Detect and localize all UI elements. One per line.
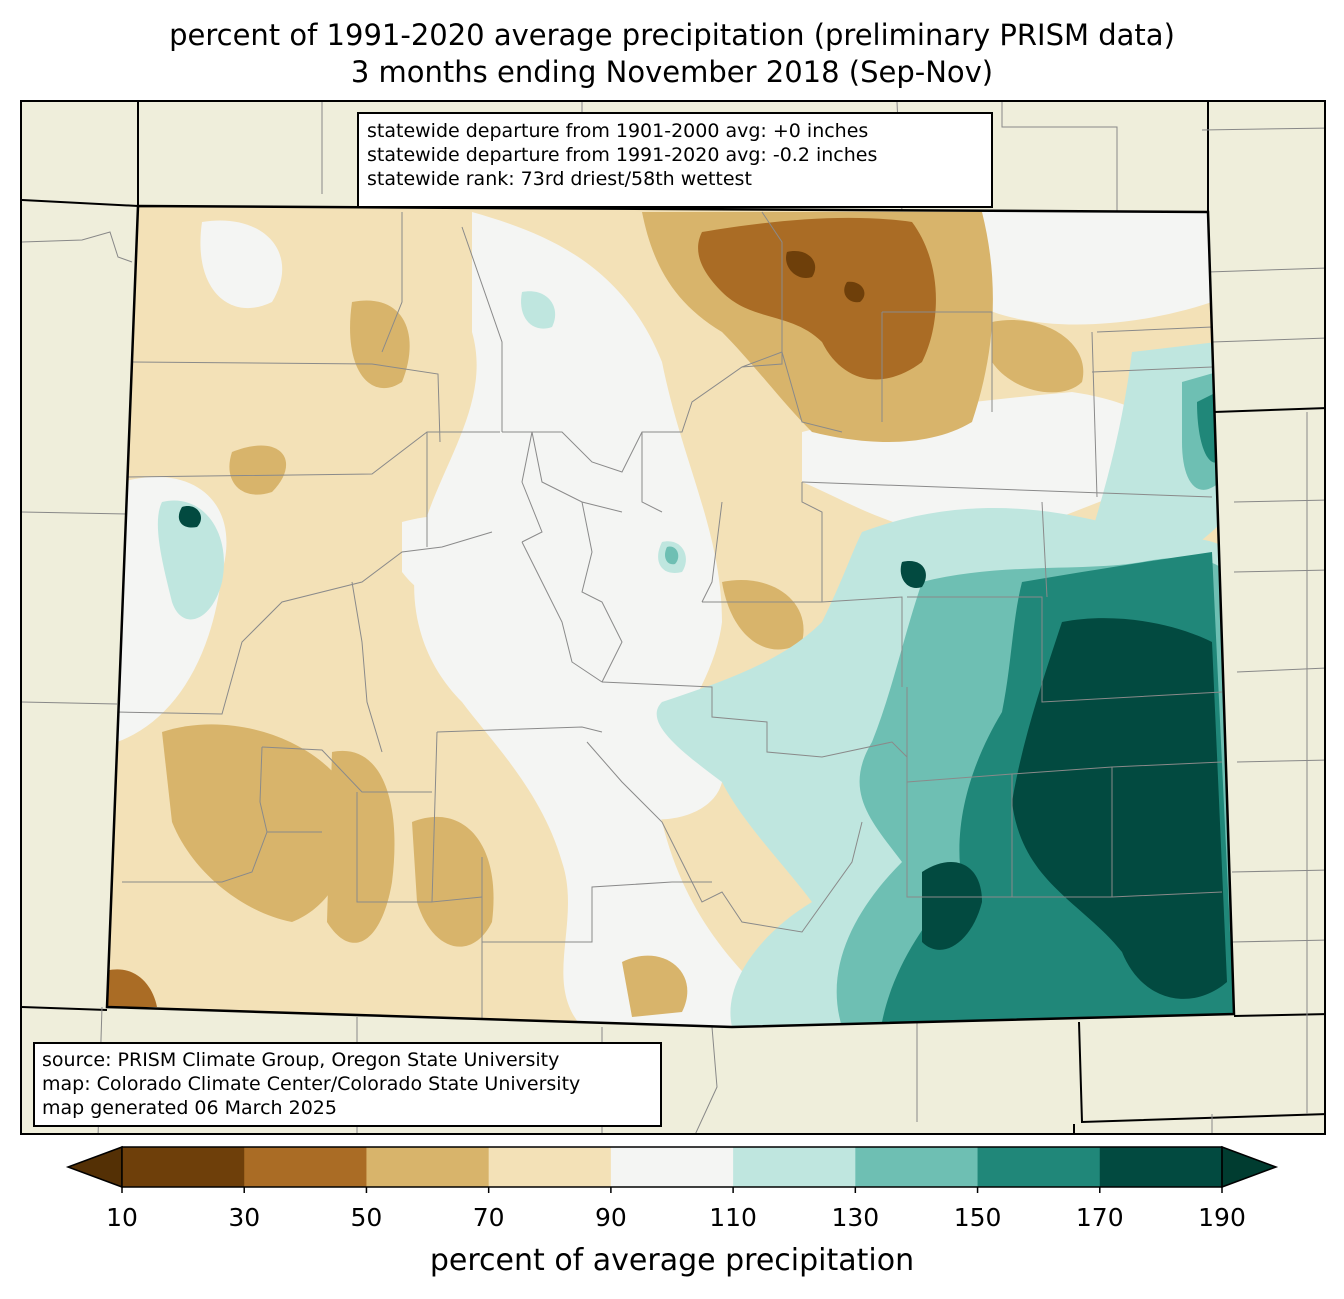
colorbar-tick-label: 150 bbox=[953, 1203, 1002, 1232]
colorbar-tick-label: 90 bbox=[594, 1203, 627, 1232]
source-line-generated: map generated 06 March 2025 bbox=[42, 1097, 337, 1119]
colorbar-label: percent of average precipitation bbox=[429, 1243, 915, 1278]
colorbar-tick-label: 170 bbox=[1075, 1203, 1124, 1232]
colorbar-bin-10-30 bbox=[122, 1147, 245, 1187]
colorbar-bin-170-190 bbox=[1099, 1147, 1223, 1187]
neighbor-state-borders bbox=[22, 102, 1324, 1133]
stats-departure-1991-2020: statewide departure from 1991-2020 avg: … bbox=[367, 144, 878, 166]
map-panel: statewide departure from 1901-2000 avg: … bbox=[20, 100, 1326, 1135]
source-line-map: map: Colorado Climate Center/Colorado St… bbox=[42, 1073, 581, 1095]
source-line-prism: source: PRISM Climate Group, Oregon Stat… bbox=[42, 1049, 560, 1071]
stats-rank: statewide rank: 73rd driest/58th wettest bbox=[367, 168, 752, 190]
precipitation-map bbox=[22, 102, 1324, 1133]
colorbar-tick-label: 70 bbox=[472, 1203, 505, 1232]
map-title-line2: 3 months ending November 2018 (Sep-Nov) bbox=[350, 55, 994, 89]
colorbar-extend-high bbox=[1221, 1145, 1279, 1189]
stats-departure-1901-2000: statewide departure from 1901-2000 avg: … bbox=[367, 120, 869, 142]
colorbar-extend-low bbox=[65, 1145, 123, 1189]
colorbar-bin-30-50 bbox=[244, 1147, 367, 1187]
colorbar-bin-130-150 bbox=[855, 1147, 979, 1187]
colorado-county-lines bbox=[116, 211, 1223, 1027]
colorbar-tick-label: 50 bbox=[350, 1203, 383, 1232]
colorbar-tick-label: 190 bbox=[1198, 1203, 1246, 1232]
colorbar-bin-150-170 bbox=[977, 1147, 1101, 1187]
colorbar-bin-50-70 bbox=[366, 1147, 490, 1187]
source-box: source: PRISM Climate Group, Oregon Stat… bbox=[33, 1042, 662, 1127]
colorbar bbox=[65, 1145, 1279, 1193]
map-title-line1: percent of 1991-2020 average precipitati… bbox=[169, 18, 1175, 52]
statewide-stats-box: statewide departure from 1901-2000 avg: … bbox=[357, 112, 993, 208]
colorado-border bbox=[105, 204, 1236, 1029]
colorbar-bin-70-90 bbox=[488, 1147, 612, 1187]
colorbar-tick-label: 130 bbox=[831, 1203, 880, 1232]
colorado-precip-field bbox=[107, 206, 1234, 1027]
colorbar-tick-label: 110 bbox=[709, 1203, 757, 1232]
colorbar-frame bbox=[121, 1146, 1223, 1188]
colorbar-tick-label: 10 bbox=[106, 1203, 138, 1232]
colorbar-bin-110-130 bbox=[733, 1147, 856, 1187]
colorbar-tick-label: 30 bbox=[228, 1203, 261, 1232]
colorbar-bin-90-110 bbox=[610, 1147, 734, 1187]
